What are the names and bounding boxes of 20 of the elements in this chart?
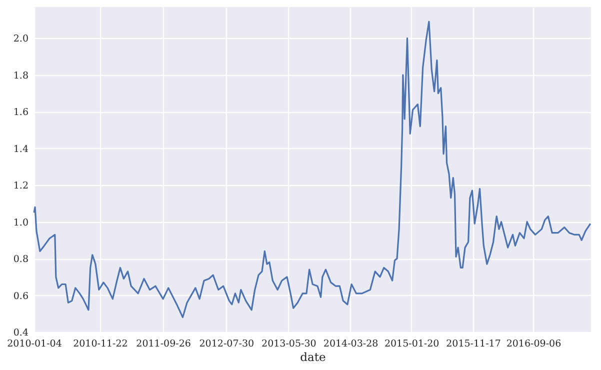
x-tick-label: 2010-01-04 xyxy=(7,338,62,350)
y-tick-label: 2.0 xyxy=(13,34,28,45)
x-tick-label: 2016-09-06 xyxy=(506,338,562,350)
y-tick-label: 0.6 xyxy=(13,290,28,302)
x-tick-label: 2015-01-20 xyxy=(384,338,440,350)
y-tick-label: 1.0 xyxy=(13,217,28,228)
y-tick-label: 1.6 xyxy=(13,107,28,118)
y-tick-label: 1.8 xyxy=(13,70,28,82)
x-tick-label: 2014-03-28 xyxy=(323,338,378,350)
y-tick-label: 0.4 xyxy=(13,328,28,338)
x-tick-label: 2013-05-30 xyxy=(262,338,316,350)
y-tick-label: 1.2 xyxy=(13,180,28,192)
x-tick-label: 2012-07-30 xyxy=(199,338,254,350)
line-series xyxy=(33,20,592,318)
y-tick-label: 1.4 xyxy=(13,144,28,155)
x-tick-label: 2011-09-26 xyxy=(136,338,191,350)
x-tick-label: 2010-11-22 xyxy=(73,338,128,350)
x-tick-label: 2015-11-17 xyxy=(446,338,501,350)
y-tick-label: 0.8 xyxy=(13,254,28,266)
x-axis-title: date xyxy=(300,350,326,364)
